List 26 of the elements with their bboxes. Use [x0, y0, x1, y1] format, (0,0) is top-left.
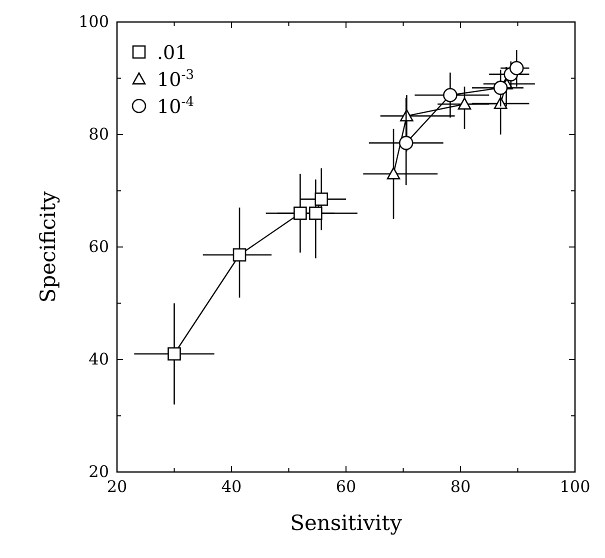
legend-label: 10$^{-3}$: [157, 68, 194, 91]
x-tick-label: 60: [336, 477, 356, 496]
point: [386, 167, 400, 180]
y-tick-label: 20: [88, 462, 109, 481]
x-tick-label: 100: [560, 477, 590, 496]
y-tick-label: 60: [88, 237, 109, 256]
x-tick-label: 20: [106, 477, 128, 496]
point: [168, 347, 181, 361]
point: [314, 192, 328, 206]
y-tick-label: 40: [88, 350, 109, 368]
point: [294, 206, 307, 220]
point: [443, 88, 458, 102]
y-axis-title: Specificity: [36, 191, 60, 303]
point: [232, 248, 246, 262]
x-tick-label: 40: [221, 477, 242, 496]
point: [493, 80, 508, 95]
point: [309, 206, 322, 220]
legend-label: .01: [157, 42, 188, 64]
point: [509, 60, 524, 76]
y-tick-label: 80: [88, 124, 109, 144]
point: [398, 136, 414, 150]
x-tick-label: 80: [450, 477, 471, 496]
x-axis-title: Sensitivity: [290, 511, 402, 535]
legend-label: 10$^{-4}$: [157, 94, 194, 118]
point: [458, 97, 472, 110]
y-tick-label: 100: [78, 12, 109, 31]
